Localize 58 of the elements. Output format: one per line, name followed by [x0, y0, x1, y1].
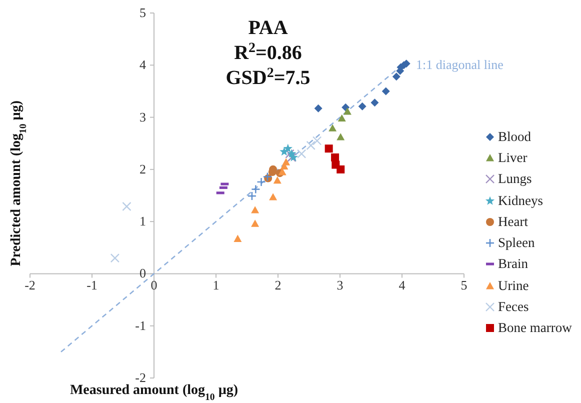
y-tick-label: 2 [140, 161, 146, 176]
chart-title: PAA [248, 17, 288, 39]
point [312, 136, 322, 146]
point [296, 149, 306, 158]
y-tick-label: 1 [140, 214, 146, 229]
point [273, 176, 282, 184]
point [251, 206, 260, 214]
x-tick-label: -1 [86, 278, 98, 293]
legend-label: Spleen [498, 235, 535, 252]
point [324, 144, 333, 153]
point [110, 253, 120, 263]
point [328, 124, 337, 132]
annotation: GSD$^{2}$=7.5 [226, 66, 310, 89]
x-tick-label: 4 [398, 278, 406, 293]
point [283, 144, 292, 152]
point [269, 193, 278, 200]
y-tick-label: -2 [135, 370, 146, 385]
y-tick-label: 4 [140, 57, 146, 72]
point [343, 108, 352, 115]
legend-label: Kidneys [498, 192, 543, 209]
point [251, 184, 260, 194]
y-tick-label: 5 [140, 5, 146, 20]
point [234, 234, 242, 242]
point [247, 191, 257, 201]
point [256, 177, 266, 187]
point [358, 102, 366, 110]
x-tick-label: -2 [24, 278, 36, 293]
legend-label: Heart [498, 214, 528, 230]
x-tick-label: 0 [150, 278, 158, 293]
legend-label: Urine [498, 278, 529, 294]
point [382, 87, 390, 96]
x-tick-label: 1 [212, 278, 220, 293]
annotation: R$^{2}$=0.86 [234, 40, 302, 64]
point [314, 104, 322, 112]
legend-label: Feces [498, 299, 529, 316]
y-tick-label: -1 [135, 318, 146, 333]
x-tick-label: 3 [336, 278, 344, 293]
legend-label: Lungs [498, 171, 532, 188]
legend-label: Liver [498, 150, 528, 166]
x-tick-label: 2 [274, 278, 282, 293]
point [336, 165, 345, 174]
point [336, 133, 345, 140]
point [306, 140, 316, 150]
point [370, 98, 379, 107]
legend-label: Brain [498, 256, 528, 272]
x-tick-label: 5 [460, 278, 468, 293]
point [338, 114, 346, 122]
point [282, 158, 290, 166]
point [251, 220, 260, 227]
point [122, 202, 132, 212]
x-axis-title: Measured amount (log$_{10}$ µg) [70, 383, 238, 402]
legend-label: Blood [498, 128, 532, 145]
y-tick-label: 0 [140, 266, 146, 281]
legend-label: Bone marrow [498, 320, 572, 336]
point [342, 103, 350, 112]
series-label: 1:1 diagonal line [416, 57, 504, 72]
y-tick-label: 3 [140, 109, 146, 124]
point [392, 72, 400, 81]
